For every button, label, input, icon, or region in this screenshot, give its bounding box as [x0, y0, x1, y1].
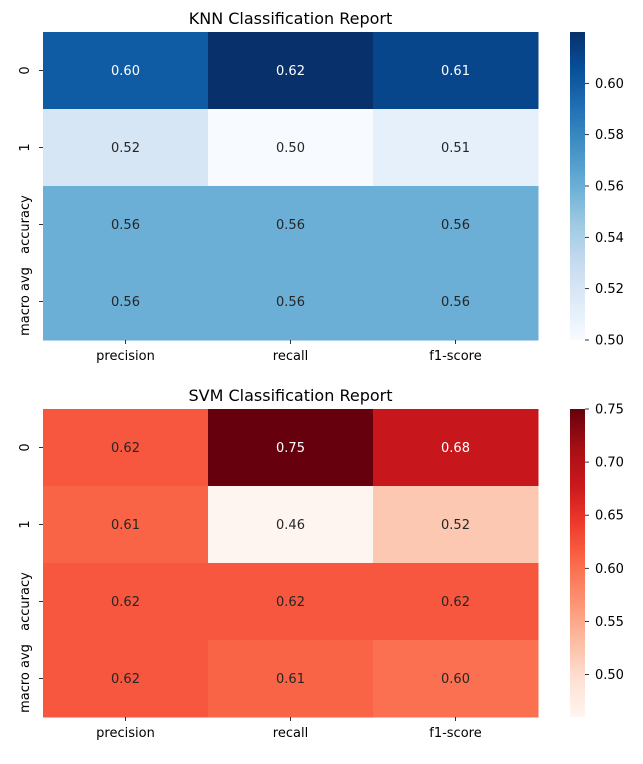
knn-cell-r1-c0 — [43, 109, 209, 187]
knn-cell-r0-c2 — [373, 32, 539, 110]
knn-x-tick-labels: precision recall f1-score — [96, 340, 482, 364]
knn-cell-label-r2-c1: 0.56 — [276, 218, 305, 233]
svm-cell-label-r1-c0: 0.61 — [111, 518, 140, 533]
knn-y-tick-label: 1 — [18, 143, 33, 151]
svm-heatmap-panel: SVM Classification Report 0.62 0.75 0.680.… — [18, 386, 624, 741]
knn-colorbar-gradient — [570, 32, 585, 340]
svm-cell-label-r2-c1: 0.62 — [276, 595, 305, 610]
knn-cell-label-r0-c1: 0.62 — [276, 64, 305, 79]
knn-cell-label-r3-c0: 0.56 — [111, 295, 140, 310]
svm-y-tick-label: macro avg — [18, 644, 33, 713]
knn-cell-r2-c2 — [373, 186, 539, 264]
svm-cell-r1-c2 — [373, 486, 539, 564]
knn-cell-label-r3-c2: 0.56 — [441, 295, 470, 310]
knn-cell-r0-c1 — [208, 32, 374, 110]
svm-y-tick-label: accuracy — [18, 572, 33, 631]
svm-y-tick-label: 1 — [18, 520, 33, 528]
knn-cell-label-r0-c2: 0.61 — [441, 64, 470, 79]
knn-cell-r2-c1 — [208, 186, 374, 264]
svm-y-tick-label: 0 — [18, 443, 33, 451]
knn-cell-r3-c0 — [43, 263, 209, 341]
knn-cell-label-r1-c1: 0.50 — [276, 141, 305, 156]
knn-cell-r1-c1 — [208, 109, 374, 187]
knn-y-tick-label: 0 — [18, 66, 33, 74]
svm-cell-label-r3-c1: 0.61 — [276, 672, 305, 687]
knn-cell-r3-c1 — [208, 263, 374, 341]
svm-cell-label-r3-c0: 0.62 — [111, 672, 140, 687]
knn-y-tick-label: accuracy — [18, 195, 33, 254]
svm-x-tick-label: recall — [273, 726, 308, 741]
knn-x-tick-label: precision — [96, 349, 155, 364]
knn-cell-label-r1-c2: 0.51 — [441, 141, 470, 156]
svm-cell-r0-c2 — [373, 409, 539, 487]
knn-heatmap-panel: KNN Classification Report 0.60 0.62 0.610.… — [18, 9, 624, 364]
svm-colorbar-tick-label: 0.70 — [595, 456, 624, 471]
knn-colorbar-tick-label: 0.58 — [595, 128, 624, 143]
knn-cell-label-r0-c0: 0.60 — [111, 64, 140, 79]
knn-colorbar-tick-label: 0.50 — [595, 334, 624, 349]
knn-cell-label-r2-c2: 0.56 — [441, 218, 470, 233]
knn-colorbar-tick-label: 0.52 — [595, 282, 624, 297]
svm-x-tick-label: f1-score — [429, 726, 481, 741]
knn-y-tick-label: macro avg — [18, 267, 33, 336]
svm-cell-r3-c2 — [373, 640, 539, 718]
svm-cell-label-r1-c2: 0.52 — [441, 518, 470, 533]
svm-cell-r2-c0 — [43, 563, 209, 641]
knn-y-tick-labels: 0 1 accuracy macro avg — [18, 66, 43, 336]
svm-colorbar-gradient — [570, 409, 585, 717]
knn-colorbar: 0.50 0.52 0.54 0.56 0.58 0.60 — [570, 32, 624, 349]
svm-colorbar-tick-label: 0.50 — [595, 668, 624, 683]
svm-cell-r0-c1 — [208, 409, 374, 487]
svm-cell-r2-c2 — [373, 563, 539, 641]
svm-colorbar: 0.50 0.55 0.60 0.65 0.70 0.75 — [570, 403, 624, 717]
svm-colorbar-tick-label: 0.65 — [595, 509, 624, 524]
svm-cell-label-r0-c2: 0.68 — [441, 441, 470, 456]
svm-cell-r1-c0 — [43, 486, 209, 564]
svm-cell-r2-c1 — [208, 563, 374, 641]
svm-colorbar-tick-label: 0.75 — [595, 403, 624, 418]
knn-cell-r1-c2 — [373, 109, 539, 187]
knn-colorbar-tick-label: 0.56 — [595, 180, 624, 195]
svm-colorbar-tick-label: 0.60 — [595, 562, 624, 577]
svm-cell-label-r2-c2: 0.62 — [441, 595, 470, 610]
svm-x-tick-label: precision — [96, 726, 155, 741]
knn-colorbar-tick-label: 0.54 — [595, 231, 624, 246]
svm-cell-label-r0-c0: 0.62 — [111, 441, 140, 456]
svm-cell-r1-c1 — [208, 486, 374, 564]
knn-chart-title: KNN Classification Report — [189, 9, 393, 28]
svm-cell-label-r2-c0: 0.62 — [111, 595, 140, 610]
svm-cell-r0-c0 — [43, 409, 209, 487]
knn-colorbar-tick-label: 0.60 — [595, 77, 624, 92]
knn-cell-r2-c0 — [43, 186, 209, 264]
knn-x-tick-label: recall — [273, 349, 308, 364]
knn-cell-r3-c2 — [373, 263, 539, 341]
svm-y-tick-labels: 0 1 accuracy macro avg — [18, 443, 43, 713]
svm-cell-r3-c1 — [208, 640, 374, 718]
knn-cell-label-r2-c0: 0.56 — [111, 218, 140, 233]
svm-x-tick-labels: precision recall f1-score — [96, 717, 482, 741]
svm-cell-r3-c0 — [43, 640, 209, 718]
svm-colorbar-tick-label: 0.55 — [595, 615, 624, 630]
knn-x-tick-label: f1-score — [429, 349, 481, 364]
svm-heatmap-cells: 0.62 0.75 0.68 0.61 0.46 0.52 0.62 0.62 0.62 0.62… — [43, 409, 539, 718]
svm-cell-label-r1-c1: 0.46 — [276, 518, 305, 533]
svm-cell-label-r3-c2: 0.60 — [441, 672, 470, 687]
knn-cell-label-r3-c1: 0.56 — [276, 295, 305, 310]
knn-cell-label-r1-c0: 0.52 — [111, 141, 140, 156]
knn-cell-r0-c0 — [43, 32, 209, 110]
knn-heatmap-cells: 0.60 0.62 0.61 0.52 0.50 0.51 0.56 0.56 0.56 0.56… — [43, 32, 539, 341]
svm-cell-label-r0-c1: 0.75 — [276, 441, 305, 456]
svm-chart-title: SVM Classification Report — [189, 386, 393, 405]
